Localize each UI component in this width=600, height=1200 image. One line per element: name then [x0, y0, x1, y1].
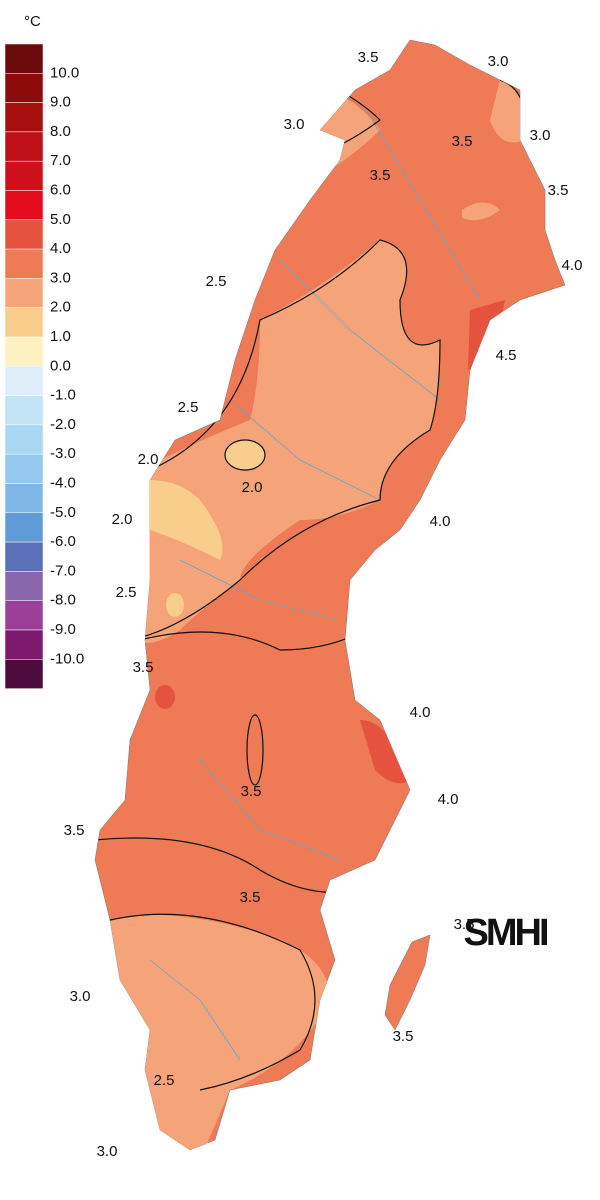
- legend-swatch: [4, 43, 44, 74]
- contour-label: 2.5: [154, 1072, 175, 1089]
- legend-label: 4.0: [50, 240, 71, 257]
- region-pale: [166, 593, 184, 617]
- contour-label: 3.0: [70, 988, 91, 1005]
- river: [279, 259, 441, 401]
- legend-label: 9.0: [50, 94, 71, 111]
- contour-label: 3.5: [241, 783, 262, 800]
- legend-swatch: [4, 248, 44, 279]
- legend-swatch: [4, 307, 44, 338]
- legend-label: -8.0: [50, 592, 76, 609]
- river: [149, 959, 241, 1061]
- legend-label: -6.0: [50, 533, 76, 550]
- legend-swatch: [4, 395, 44, 426]
- contour-labels: 3.5 3.0 3.0 3.5 3.0 3.5 3.5 4.0 2.5 4.5 2.5 2.0 2.0 2…: [64, 49, 583, 1160]
- contour-label: 3.5: [454, 916, 475, 933]
- contour-label: 2.0: [112, 511, 133, 528]
- contour-line: [95, 837, 361, 894]
- legend-label: -7.0: [50, 562, 76, 579]
- sweden-land: [94, 39, 566, 1151]
- legend-swatch: [4, 366, 44, 396]
- contour-label: 3.0: [284, 116, 305, 133]
- contour-label: 3.5: [133, 659, 154, 676]
- smhi-logo: SMHI: [464, 912, 548, 954]
- contour-label: 2.5: [206, 273, 227, 290]
- legend-label: -3.0: [50, 445, 76, 462]
- contour-label: 2.0: [242, 479, 263, 496]
- legend-unit: °C: [24, 13, 41, 30]
- legend-label: -9.0: [50, 621, 76, 638]
- region-pale: [225, 440, 265, 470]
- legend-label: -2.0: [50, 416, 76, 433]
- contour-label: 3.5: [548, 182, 569, 199]
- river: [179, 559, 341, 621]
- contour-label: 3.5: [358, 49, 379, 66]
- contour-label: 4.5: [496, 347, 517, 364]
- contour-line: [129, 239, 441, 641]
- legend-label: -10.0: [50, 650, 84, 667]
- river: [199, 759, 341, 861]
- rivers: [149, 99, 481, 1061]
- legend-swatch: [4, 219, 44, 250]
- contour-line: [246, 714, 264, 786]
- contour-label: 3.5: [393, 1028, 414, 1045]
- contour-label: 4.0: [430, 513, 451, 530]
- legend: 10.0 9.0 8.0 7.0 6.0 5.0 4.0 3.0 2.0 1.0 0.0 -1.0 -2…: [4, 43, 84, 689]
- contour-label: 2.5: [116, 584, 137, 601]
- river: [229, 399, 381, 501]
- legend-swatch: [4, 102, 44, 133]
- river: [359, 99, 481, 301]
- legend-swatch: [4, 571, 44, 601]
- legend-swatch: [4, 600, 44, 631]
- legend-swatch: [4, 629, 44, 660]
- contour-line: [109, 913, 316, 1091]
- legend-label: 6.0: [50, 181, 71, 198]
- legend-label: 1.0: [50, 328, 71, 345]
- region-warm: [360, 720, 410, 784]
- region-light: [95, 915, 330, 1150]
- contour-label: 2.0: [138, 451, 159, 468]
- legend-swatch: [4, 73, 44, 103]
- legend-label: 10.0: [50, 64, 79, 81]
- contour-label: 4.0: [562, 257, 583, 274]
- contour-label: 3.5: [370, 167, 391, 184]
- legend-label: -1.0: [50, 387, 76, 404]
- legend-swatch: [4, 190, 44, 221]
- region-pale: [150, 480, 223, 560]
- contour-label: 3.5: [452, 133, 473, 150]
- legend-swatch: [4, 659, 44, 689]
- legend-label: 2.0: [50, 299, 71, 316]
- contour-label: 3.0: [488, 53, 509, 70]
- contour-label: 4.0: [410, 704, 431, 721]
- legend-swatch: [4, 131, 44, 162]
- region-warm: [155, 685, 175, 709]
- legend-swatch: [4, 453, 44, 484]
- legend-label: 3.0: [50, 269, 71, 286]
- contour-label: 4.0: [438, 791, 459, 808]
- legend-swatch: [4, 512, 44, 543]
- contour-label: 3.0: [97, 1143, 118, 1160]
- legend-swatch: [4, 541, 44, 572]
- region-light: [490, 80, 526, 143]
- contour-label: 3.0: [530, 127, 551, 144]
- legend-swatch: [4, 336, 44, 367]
- contour-line: [224, 439, 266, 471]
- gotland: [384, 934, 431, 1031]
- legend-label: -5.0: [50, 504, 76, 521]
- contour-label: 2.5: [178, 399, 199, 416]
- legend-label: 0.0: [50, 357, 71, 374]
- contour-label: 3.5: [240, 889, 261, 906]
- legend-label: -4.0: [50, 474, 76, 491]
- legend-swatch: [4, 483, 44, 514]
- contour-label: 3.5: [64, 822, 85, 839]
- legend-swatch: [4, 160, 44, 191]
- legend-label: 8.0: [50, 123, 71, 140]
- legend-swatch: [4, 424, 44, 455]
- legend-swatch: [4, 278, 44, 308]
- legend-label: 7.0: [50, 152, 71, 169]
- region-light: [462, 202, 500, 221]
- legend-label: 5.0: [50, 211, 71, 228]
